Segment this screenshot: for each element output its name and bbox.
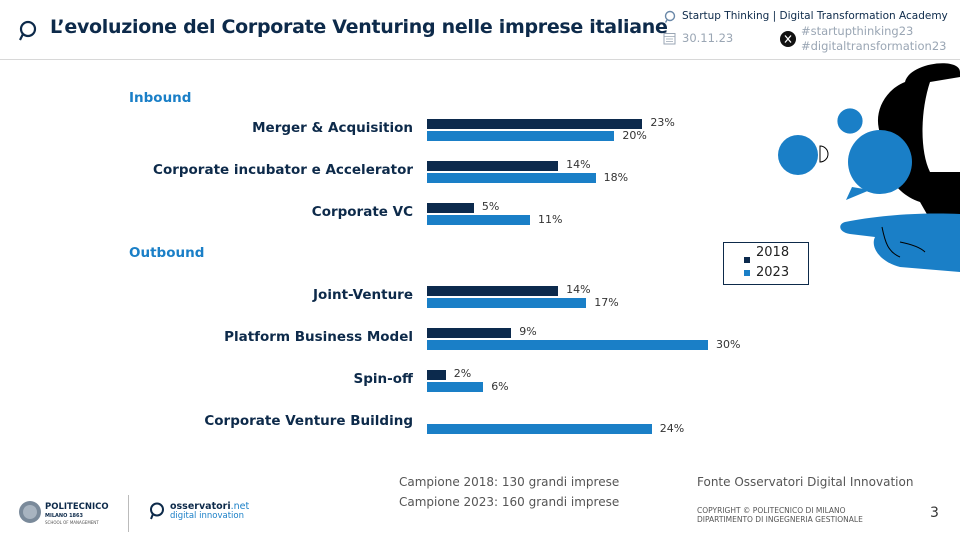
- chart-legend: 2018 2023: [723, 242, 809, 285]
- category-label: Joint-Venture: [313, 287, 413, 303]
- sample-2018: Campione 2018: 130 grandi imprese: [399, 475, 620, 489]
- source-note: Fonte Osservatori Digital Innovation: [697, 475, 914, 489]
- politecnico-logo: POLITECNICO MILANO 1863 SCHOOL OF MANAGE…: [18, 500, 109, 528]
- legend-swatch-2018: [744, 257, 750, 263]
- magnifier-logo-icon: [150, 502, 164, 520]
- bar-2018: [427, 328, 512, 338]
- data-label-2023: 24%: [659, 421, 685, 435]
- category-label: Platform Business Model: [224, 329, 413, 345]
- data-label-2018: 14%: [566, 158, 591, 171]
- data-label-2018: 9%: [519, 325, 537, 338]
- category-label: Corporate incubator e Accelerator: [153, 162, 413, 178]
- bar-2023: [427, 339, 708, 350]
- data-label-2023: 30%: [716, 337, 741, 351]
- event-date: 30.11.23: [682, 31, 734, 45]
- calendar-icon: [663, 33, 676, 45]
- bar-2023: [427, 381, 484, 392]
- data-label-2018: 2%: [453, 367, 472, 380]
- page-number: 3: [930, 505, 939, 521]
- logo-divider: [128, 495, 129, 532]
- bar-2018: [427, 119, 643, 129]
- group-label-outbound: Outbound: [129, 245, 205, 261]
- bar-2023: [427, 297, 587, 308]
- pointing-person-illustration: [778, 63, 960, 272]
- data-label-2023: 11%: [538, 212, 563, 226]
- data-label-2023: 18%: [603, 170, 629, 184]
- bar-2018: [427, 286, 559, 296]
- data-label-2018: 14%: [566, 283, 591, 296]
- category-label: Corporate VC: [311, 204, 413, 220]
- bar-2023: [427, 423, 652, 434]
- legend-label-2023: 2023: [756, 265, 790, 280]
- header-divider: [0, 59, 960, 60]
- bar-2018: [427, 203, 474, 213]
- hashtag-1: #startupthinking23: [801, 24, 914, 38]
- osservatori-logo: osservatori.net digital innovation: [149, 501, 249, 524]
- category-label: Spin-off: [353, 371, 413, 387]
- category-label: Merger & Acquisition: [252, 120, 413, 136]
- bar-2023: [427, 130, 615, 141]
- magnifier-logo-icon: [19, 20, 37, 41]
- data-label-2023: 20%: [622, 128, 647, 142]
- x-twitter-icon: [780, 31, 796, 47]
- hashtag-2: #digitaltransformation23: [801, 39, 947, 53]
- category-label: Corporate Venture Building: [204, 413, 413, 429]
- data-label-2023: 6%: [491, 379, 509, 393]
- legend-swatch-2023: [744, 270, 750, 276]
- data-label-2018: 5%: [481, 200, 500, 213]
- page-title: L’evoluzione del Corporate Venturing nel…: [50, 16, 668, 38]
- politecnico-seal-icon: [19, 501, 41, 523]
- bar-2023: [427, 172, 596, 183]
- event-name: Startup Thinking | Digital Transformatio…: [682, 10, 948, 22]
- bar-2023: [427, 214, 531, 225]
- legend-label-2018: 2018: [756, 245, 790, 260]
- bar-2018: [427, 161, 559, 171]
- sample-2023: Campione 2023: 160 grandi imprese: [399, 495, 620, 509]
- copyright-line-1: COPYRIGHT © POLITECNICO DI MILANO: [697, 506, 846, 515]
- bar-2018: [427, 370, 446, 380]
- data-label-2018: 23%: [650, 116, 675, 129]
- magnifier-icon: [664, 10, 676, 23]
- copyright-line-2: DIPARTIMENTO DI INGEGNERIA GESTIONALE: [697, 515, 863, 524]
- data-label-2023: 17%: [594, 295, 619, 309]
- group-label-inbound: Inbound: [129, 90, 192, 106]
